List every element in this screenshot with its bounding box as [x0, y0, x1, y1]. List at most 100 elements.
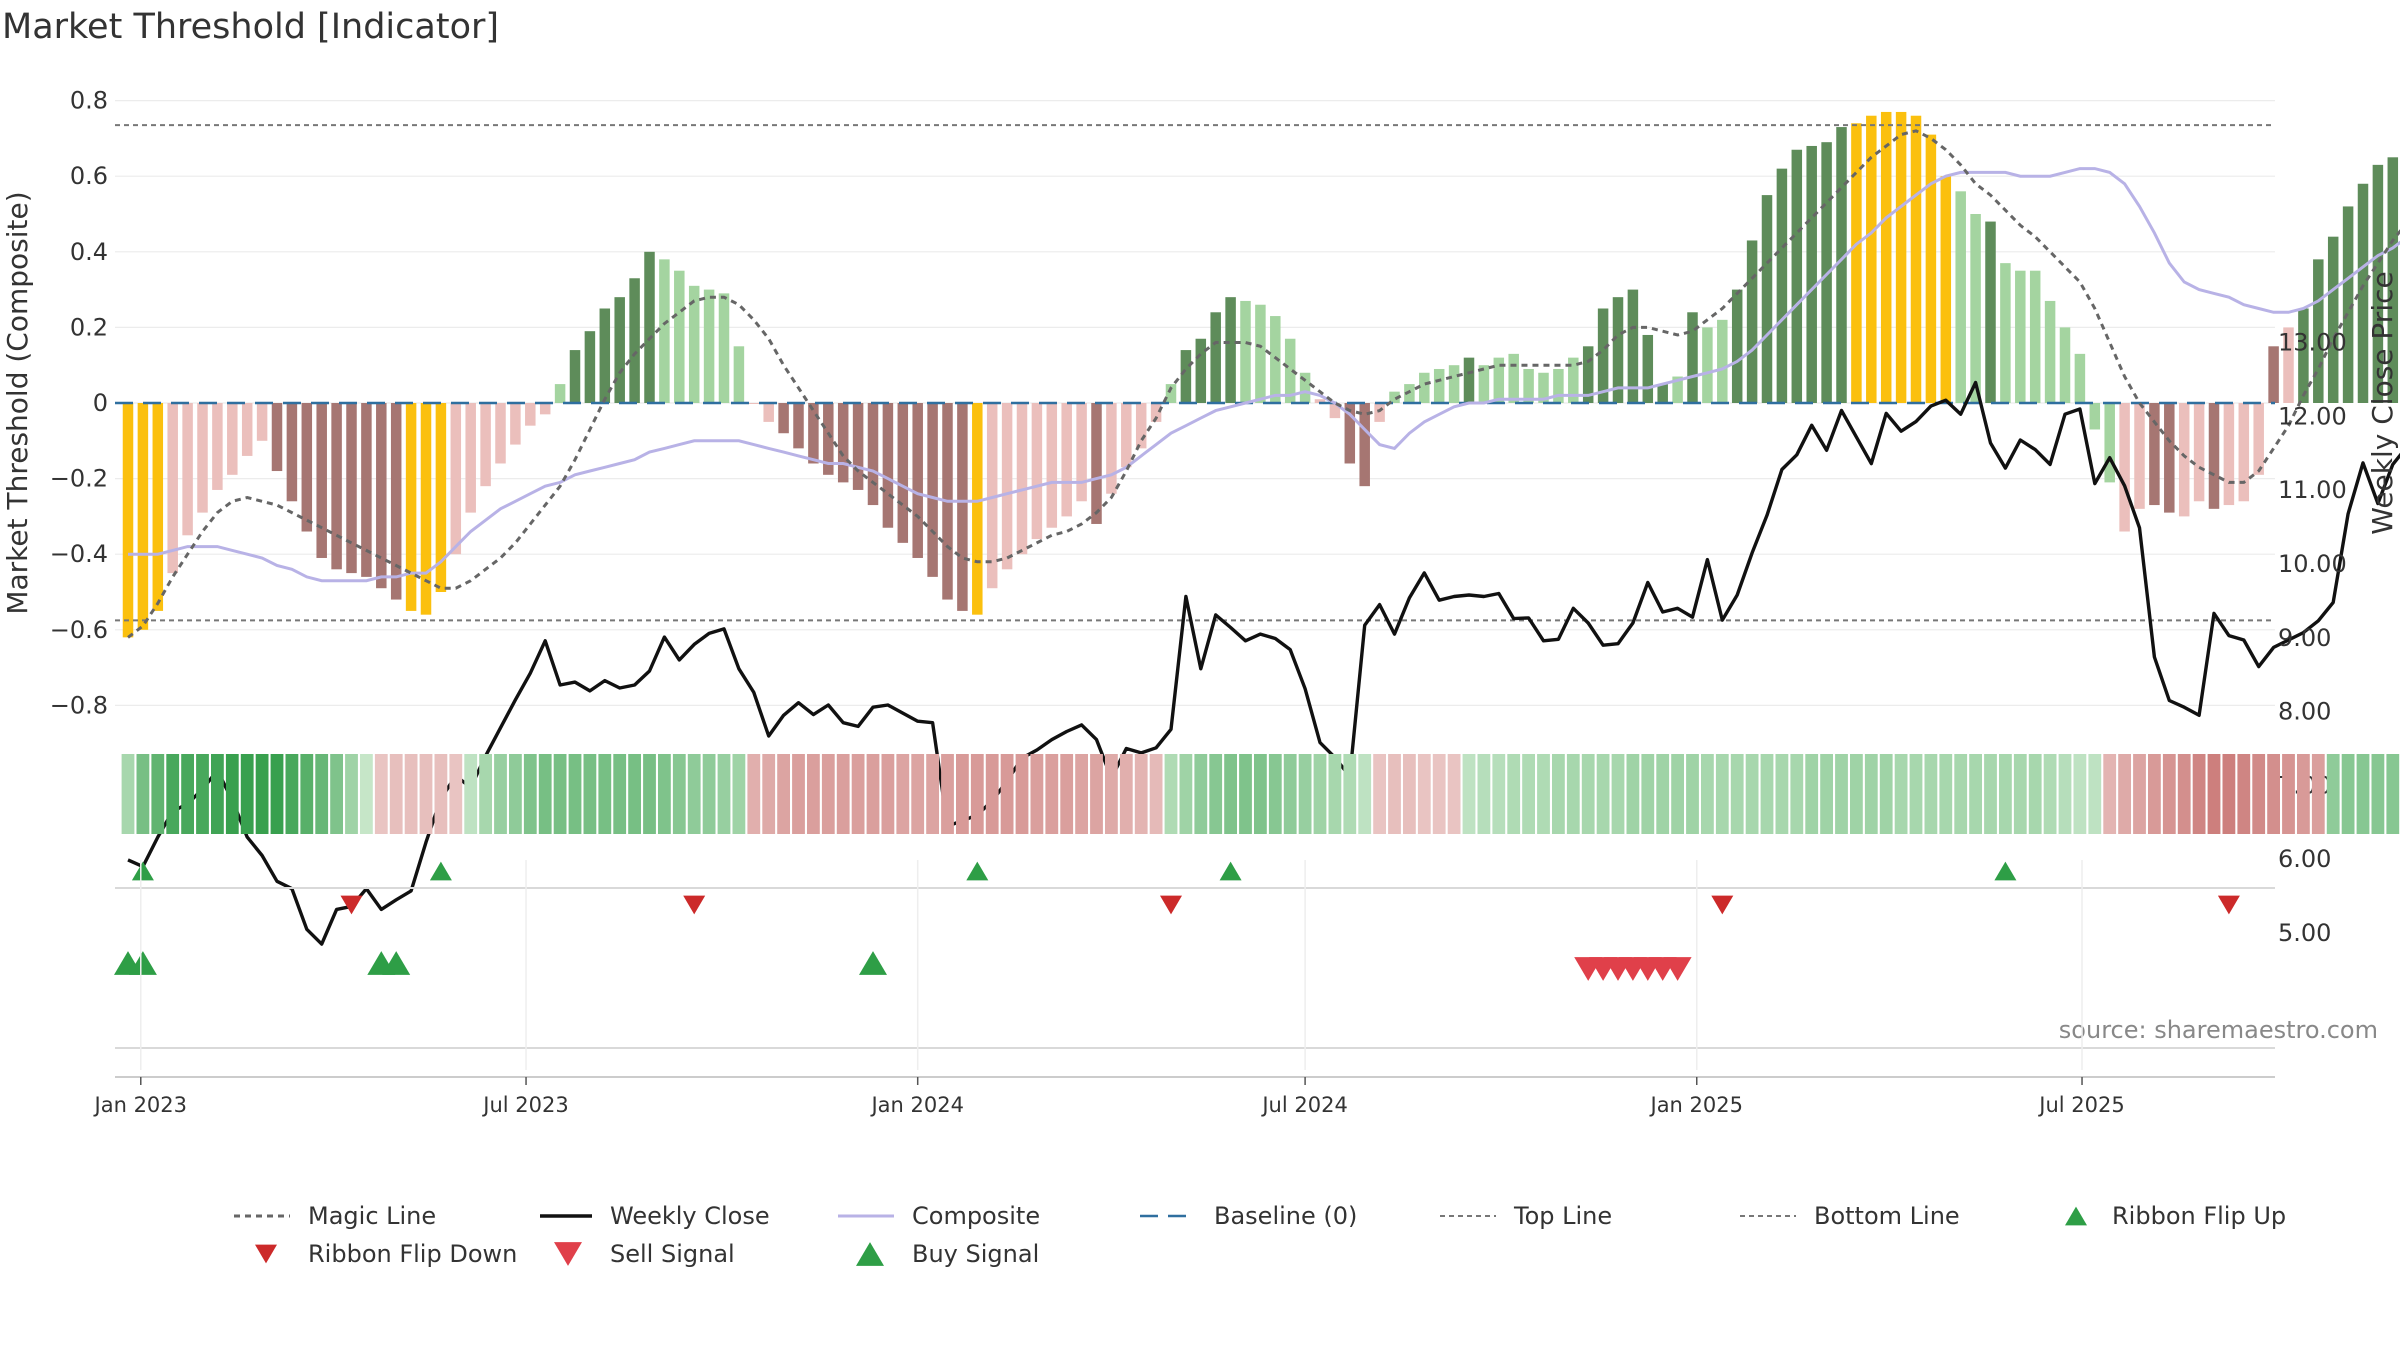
- left-y-tick-label: −0.8: [50, 691, 108, 719]
- composite-bar: [1851, 123, 1862, 403]
- ribbon-cell: [330, 754, 343, 834]
- composite-bar: [331, 403, 342, 570]
- ribbon-cell: [821, 754, 835, 834]
- composite-bar: [1940, 176, 1952, 403]
- ribbon-cell: [1164, 754, 1178, 834]
- composite-bar: [2327, 236, 2339, 403]
- composite-bar: [1001, 403, 1013, 570]
- ribbon-cell: [1999, 754, 2012, 834]
- ribbon-cell: [881, 754, 895, 834]
- legend-label: Composite: [912, 1202, 1040, 1230]
- ribbon-cell: [1239, 754, 1252, 834]
- composite-bar: [1717, 319, 1728, 403]
- ribbon-cell: [211, 754, 224, 834]
- ribbon-cell: [1611, 754, 1625, 834]
- composite-bar: [1687, 312, 1698, 403]
- composite-bar: [1076, 403, 1087, 502]
- composite-bar: [1046, 403, 1058, 528]
- ribbon-flip-up-marker: [131, 861, 154, 881]
- ribbon-cell: [1417, 754, 1431, 834]
- ribbon-cell: [1030, 754, 1044, 834]
- left-y-tick-label: 0.4: [70, 238, 108, 266]
- composite-bar: [539, 403, 551, 415]
- ribbon-cell: [1254, 754, 1267, 834]
- composite-bar: [852, 403, 864, 490]
- composite-bar: [927, 403, 938, 577]
- buy-sell-signal-markers: [114, 951, 2275, 1049]
- ribbon-cell: [1715, 754, 1729, 834]
- ribbon-cell: [404, 754, 418, 834]
- ribbon-cell: [1805, 754, 1819, 834]
- composite-bar: [793, 403, 804, 449]
- ribbon-cell: [1581, 754, 1595, 834]
- ribbon-cell: [643, 754, 656, 834]
- composite-bar: [1195, 338, 1207, 403]
- left-y-tick-label: −0.6: [50, 616, 108, 644]
- composite-bar: [1314, 399, 1326, 403]
- composite-bar: [1255, 304, 1266, 403]
- legend-item-flipdown: Ribbon Flip Down: [255, 1240, 517, 1268]
- ribbon-cell: [1775, 754, 1789, 834]
- composite-bar: [2313, 259, 2324, 403]
- composite-bar: [1508, 353, 1519, 403]
- ribbon-cell: [1075, 754, 1088, 834]
- ribbon-cell: [196, 754, 209, 834]
- composite-bar: [674, 270, 685, 403]
- ribbon-flip-up-marker: [429, 861, 452, 881]
- ribbon-cell: [1566, 754, 1580, 834]
- composite-bar: [256, 403, 268, 441]
- x-tick-label: Jul 2023: [481, 1093, 568, 1117]
- ribbon-cell: [360, 754, 373, 834]
- composite-bar: [2104, 403, 2115, 483]
- composite-bar: [1568, 357, 1579, 403]
- ribbon-cell: [1119, 754, 1133, 834]
- ribbon-cell: [2222, 754, 2236, 834]
- composite-bar: [1538, 372, 1549, 403]
- legend-item-magic: Magic Line: [234, 1202, 436, 1230]
- composite-bar: [733, 346, 745, 403]
- composite-bar: [882, 403, 894, 528]
- composite-bar: [1702, 327, 1713, 403]
- ribbon-cell: [1134, 754, 1148, 834]
- composite-bar: [450, 403, 462, 555]
- right-y-tick-label: 11.00: [2278, 476, 2347, 504]
- composite-bar: [405, 403, 417, 611]
- ribbon-flip-up-marker: [1994, 861, 2017, 881]
- weekly-close-line: [127, 380, 2400, 946]
- right-y-tick-label: 13.00: [2278, 329, 2347, 357]
- legend-swatch-flipup: [2065, 1206, 2087, 1226]
- legend-label: Buy Signal: [912, 1240, 1039, 1268]
- composite-bar: [376, 403, 387, 589]
- ribbon-cell: [1730, 754, 1744, 834]
- composite-bar: [1642, 334, 1654, 403]
- ribbon-cell: [181, 754, 194, 834]
- composite-bar: [1180, 350, 1192, 403]
- legend-label: Magic Line: [308, 1202, 436, 1230]
- ribbon-cell: [836, 754, 850, 834]
- ribbon-cell: [2267, 754, 2280, 834]
- ribbon-cell: [732, 754, 746, 834]
- composite-bar: [1478, 365, 1490, 403]
- legend-label: Ribbon Flip Up: [2112, 1202, 2286, 1230]
- composite-bar: [212, 403, 223, 490]
- right-y-tick-label: 8.00: [2278, 698, 2331, 726]
- ribbon-cell: [2356, 754, 2370, 834]
- ribbon-cell: [1149, 754, 1163, 834]
- ribbon-cell: [1209, 754, 1223, 834]
- composite-bar: [2089, 403, 2101, 430]
- composite-bar: [1284, 338, 1296, 403]
- left-y-axis: 0.8 0.6 0.4 0.2 0 −0.2 −0.4 −0.6 −0.8: [50, 87, 108, 720]
- ribbon-cell: [270, 754, 284, 834]
- ribbon-cell: [1537, 754, 1550, 834]
- legend-label: Top Line: [1513, 1202, 1612, 1230]
- legend-label: Sell Signal: [610, 1240, 735, 1268]
- ribbon-cell: [1939, 754, 1953, 834]
- composite-bar: [2208, 403, 2220, 509]
- ribbon-cell: [2088, 754, 2102, 834]
- composite-bar: [316, 403, 327, 558]
- composite-bar: [1031, 403, 1043, 540]
- composite-bar: [1553, 368, 1564, 403]
- ribbon-cell: [1388, 754, 1401, 834]
- ribbon-cell: [2386, 754, 2400, 834]
- ribbon-cell: [2297, 754, 2310, 834]
